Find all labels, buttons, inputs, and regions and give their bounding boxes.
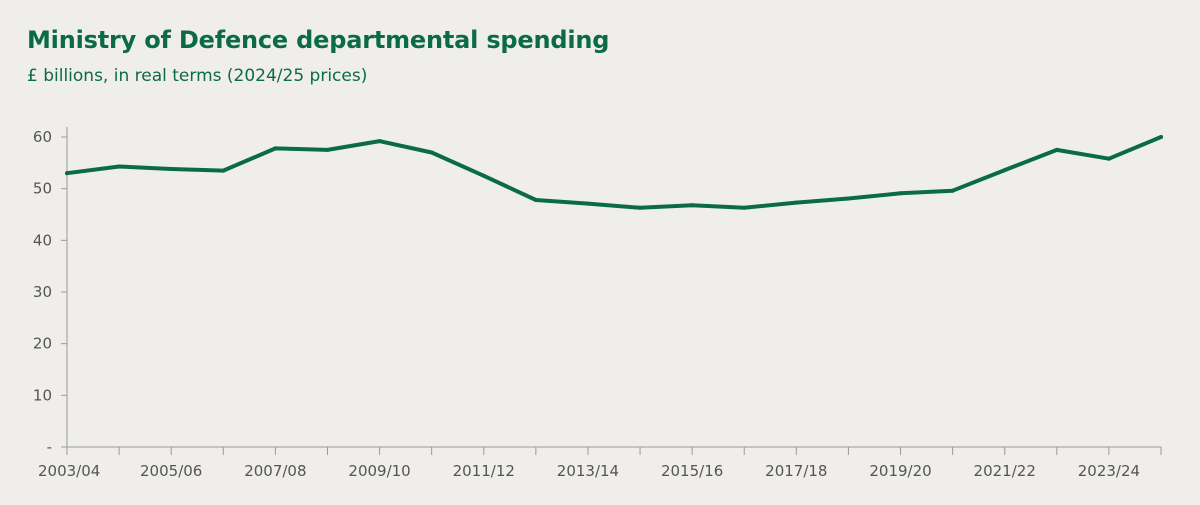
data-point [481,173,486,178]
x-tick-label: 2023/24 [1078,462,1140,480]
data-point [1054,147,1059,152]
data-point [638,205,643,210]
x-tick-label: 2015/16 [661,462,723,480]
x-tick-label: 2003/04 [38,462,100,480]
data-point [1106,156,1111,161]
data-point [273,146,278,151]
x-tick-label: 2019/20 [869,462,931,480]
data-point [898,191,903,196]
chart-subtitle: £ billions, in real terms (2024/25 price… [27,66,368,86]
y-axis: - 10 20 30 40 50 60 [33,127,68,456]
data-point [65,171,69,176]
chart-title: Ministry of Defence departmental spendin… [27,26,610,54]
y-tick-label: 10 [33,386,52,404]
y-tick-label: 30 [33,283,52,301]
data-point [950,188,955,193]
data-point [533,198,538,203]
x-tick-label: 2005/06 [140,462,202,480]
data-point [169,167,174,172]
data-point [1002,168,1007,173]
data-point [429,150,434,155]
x-axis: 2003/04 2005/06 2007/08 2009/10 2011/12 2013/… [38,446,1162,480]
data-point [221,168,226,173]
x-tick-label: 2009/10 [348,462,410,480]
series-group [65,135,1163,210]
series-line [65,135,1163,210]
y-tick-label: 60 [33,128,52,146]
data-point [117,164,122,169]
data-point [690,203,695,208]
y-tick-label: - [47,438,52,456]
data-point [585,201,590,206]
data-point [377,139,382,144]
x-tick-label: 2011/12 [453,462,515,480]
data-point [794,200,799,205]
data-point [742,205,747,210]
x-tick-label: 2007/08 [244,462,306,480]
data-point [325,147,330,152]
data-point [1159,135,1163,139]
x-tick-label: 2013/14 [557,462,619,480]
x-tick-label: 2017/18 [765,462,827,480]
y-tick-label: 50 [33,180,52,198]
y-tick-label: 40 [33,231,52,249]
y-tick-label: 20 [33,335,52,353]
x-tick-label: 2021/22 [974,462,1036,480]
data-point [846,196,851,201]
